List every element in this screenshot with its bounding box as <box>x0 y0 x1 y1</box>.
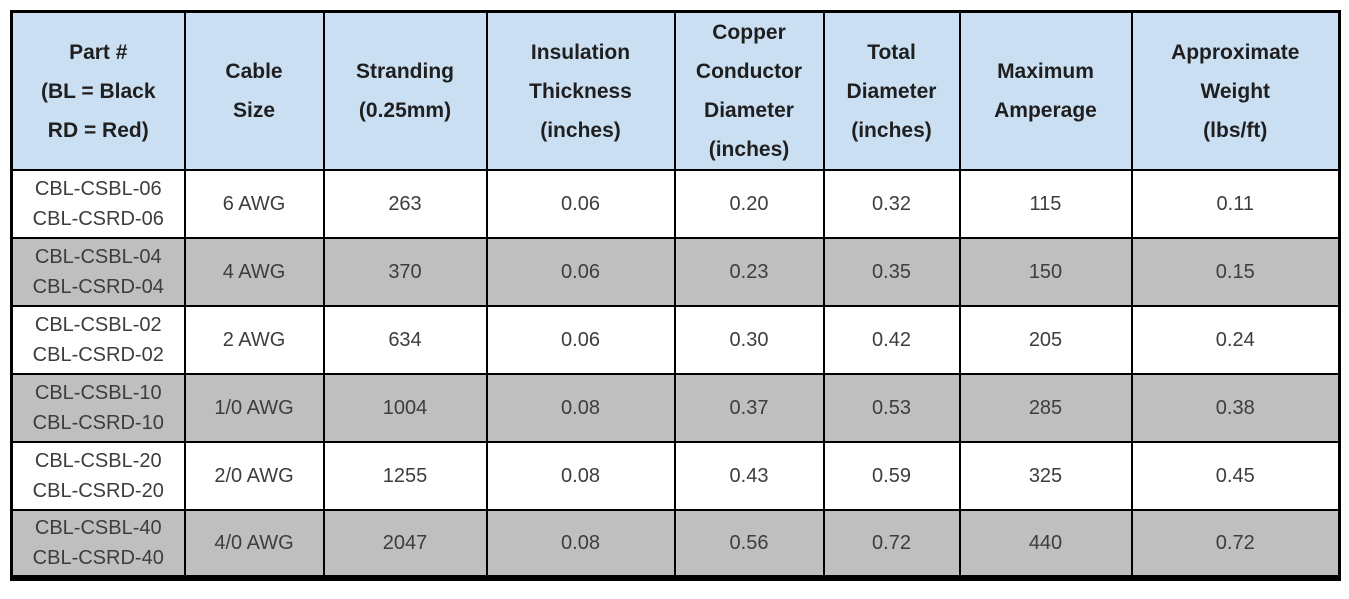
cell-insulation-thickness: 0.06 <box>485 305 676 375</box>
cell-maximum-amperage: 205 <box>958 305 1133 375</box>
cell-part-number: CBL-CSBL-06 CBL-CSRD-06 <box>10 169 186 239</box>
col-header-part-number: Part # (BL = Black RD = Red) <box>10 10 186 171</box>
cell-total-diameter: 0.32 <box>822 169 961 239</box>
cell-cable-size: 6 AWG <box>183 169 325 239</box>
cell-insulation-thickness: 0.06 <box>485 237 676 307</box>
cell-copper-conductor-diameter: 0.23 <box>673 237 825 307</box>
cell-insulation-thickness: 0.08 <box>485 373 676 443</box>
cell-approximate-weight: 0.15 <box>1130 237 1341 307</box>
cell-insulation-thickness: 0.08 <box>485 509 676 579</box>
cell-stranding: 2047 <box>322 509 488 579</box>
cell-maximum-amperage: 285 <box>958 373 1133 443</box>
col-header-approximate-weight: Approximate Weight (lbs/ft) <box>1130 10 1341 171</box>
table-row: CBL-CSBL-04 CBL-CSRD-04 4 AWG 370 0.06 0… <box>10 237 1341 307</box>
cell-part-number: CBL-CSBL-04 CBL-CSRD-04 <box>10 237 186 307</box>
cell-stranding: 1255 <box>322 441 488 511</box>
table-row: CBL-CSBL-10 CBL-CSRD-10 1/0 AWG 1004 0.0… <box>10 373 1341 443</box>
cell-stranding: 370 <box>322 237 488 307</box>
col-header-insulation-thickness: Insulation Thickness (inches) <box>485 10 676 171</box>
cell-total-diameter: 0.72 <box>822 509 961 579</box>
col-header-total-diameter: Total Diameter (inches) <box>822 10 961 171</box>
cell-cable-size: 1/0 AWG <box>183 373 325 443</box>
cell-copper-conductor-diameter: 0.43 <box>673 441 825 511</box>
table-header: Part # (BL = Black RD = Red) Cable Size … <box>10 10 1341 171</box>
table-row: CBL-CSBL-06 CBL-CSRD-06 6 AWG 263 0.06 0… <box>10 169 1341 239</box>
header-row: Part # (BL = Black RD = Red) Cable Size … <box>10 10 1341 171</box>
col-header-copper-conductor-diameter: Copper Conductor Diameter (inches) <box>673 10 825 171</box>
col-header-cable-size: Cable Size <box>183 10 325 171</box>
cell-maximum-amperage: 115 <box>958 169 1133 239</box>
cell-total-diameter: 0.53 <box>822 373 961 443</box>
cell-approximate-weight: 0.38 <box>1130 373 1341 443</box>
cell-copper-conductor-diameter: 0.20 <box>673 169 825 239</box>
cell-copper-conductor-diameter: 0.37 <box>673 373 825 443</box>
cell-part-number: CBL-CSBL-20 CBL-CSRD-20 <box>10 441 186 511</box>
cell-insulation-thickness: 0.08 <box>485 441 676 511</box>
cell-part-number: CBL-CSBL-40 CBL-CSRD-40 <box>10 509 186 579</box>
table-body: CBL-CSBL-06 CBL-CSRD-06 6 AWG 263 0.06 0… <box>10 169 1341 579</box>
cell-approximate-weight: 0.72 <box>1130 509 1341 579</box>
table-row: CBL-CSBL-20 CBL-CSRD-20 2/0 AWG 1255 0.0… <box>10 441 1341 511</box>
cell-approximate-weight: 0.11 <box>1130 169 1341 239</box>
cell-part-number: CBL-CSBL-02 CBL-CSRD-02 <box>10 305 186 375</box>
cell-total-diameter: 0.59 <box>822 441 961 511</box>
cell-cable-size: 4 AWG <box>183 237 325 307</box>
cell-cable-size: 2 AWG <box>183 305 325 375</box>
cell-insulation-thickness: 0.06 <box>485 169 676 239</box>
table-row: CBL-CSBL-40 CBL-CSRD-40 4/0 AWG 2047 0.0… <box>10 509 1341 579</box>
cell-stranding: 634 <box>322 305 488 375</box>
cable-spec-table: Part # (BL = Black RD = Red) Cable Size … <box>10 10 1341 581</box>
cell-copper-conductor-diameter: 0.56 <box>673 509 825 579</box>
cell-stranding: 263 <box>322 169 488 239</box>
cell-total-diameter: 0.35 <box>822 237 961 307</box>
cell-part-number: CBL-CSBL-10 CBL-CSRD-10 <box>10 373 186 443</box>
cell-maximum-amperage: 150 <box>958 237 1133 307</box>
col-header-stranding: Stranding (0.25mm) <box>322 10 488 171</box>
cell-approximate-weight: 0.24 <box>1130 305 1341 375</box>
cell-cable-size: 2/0 AWG <box>183 441 325 511</box>
table-row: CBL-CSBL-02 CBL-CSRD-02 2 AWG 634 0.06 0… <box>10 305 1341 375</box>
cell-copper-conductor-diameter: 0.30 <box>673 305 825 375</box>
cell-stranding: 1004 <box>322 373 488 443</box>
cell-maximum-amperage: 440 <box>958 509 1133 579</box>
col-header-maximum-amperage: Maximum Amperage <box>958 10 1133 171</box>
cell-total-diameter: 0.42 <box>822 305 961 375</box>
cell-cable-size: 4/0 AWG <box>183 509 325 579</box>
cell-maximum-amperage: 325 <box>958 441 1133 511</box>
cell-approximate-weight: 0.45 <box>1130 441 1341 511</box>
